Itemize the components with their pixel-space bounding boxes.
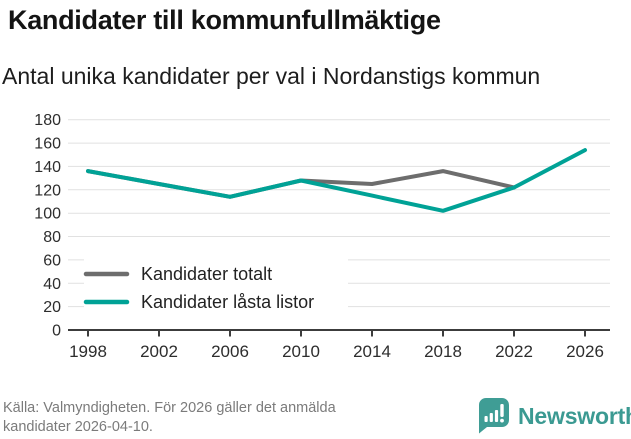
brand-name: Newsworthy [518, 403, 631, 429]
y-axis-label: 140 [34, 159, 61, 176]
source-note-line1: Källa: Valmyndigheten. För 2026 gäller d… [3, 400, 336, 416]
x-axis-label: 2010 [282, 342, 320, 361]
legend-background [84, 251, 348, 315]
chart-subtitle: Antal unika kandidater per val i Nordans… [2, 63, 541, 89]
x-axis-label: 2002 [140, 342, 178, 361]
series-line [86, 148, 587, 213]
x-axis-label: 2018 [424, 342, 462, 361]
y-axis-label: 180 [34, 112, 61, 129]
x-axis-label: 2014 [353, 342, 391, 361]
bar-chart-bubble-icon [479, 398, 509, 434]
bar-chart-glyph [484, 404, 504, 423]
chart-title: Kandidater till kommunfullmäktige [8, 5, 441, 35]
x-axis-label: 1998 [69, 342, 107, 361]
y-axis-label: 0 [52, 323, 61, 340]
y-axis-label: 160 [34, 136, 61, 153]
y-axis-label: 20 [43, 299, 61, 316]
x-axis-label: 2026 [566, 342, 604, 361]
legend-label: Kandidater totalt [141, 264, 272, 284]
legend-label: Kandidater låsta listor [141, 292, 314, 312]
y-axis-label: 100 [34, 206, 61, 223]
speech-bubble-shape [479, 398, 509, 434]
source-note: Källa: Valmyndigheten. För 2026 gäller d… [3, 399, 336, 437]
exclamation-dot [500, 418, 504, 423]
newsworthy-logo: Newsworthy [479, 398, 631, 435]
x-axis-label: 2006 [211, 342, 249, 361]
exclamation-bar [500, 404, 504, 417]
x-axis-label: 2022 [495, 342, 533, 361]
y-axis-label: 60 [43, 252, 61, 269]
y-axis-label: 80 [43, 229, 61, 246]
y-axis-label: 40 [43, 276, 61, 293]
y-axis-label: 120 [34, 182, 61, 199]
source-note-line2: kandidater 2026-04-10. [3, 419, 153, 435]
